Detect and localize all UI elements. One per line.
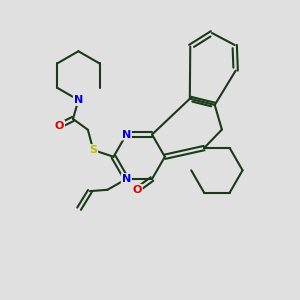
Text: S: S: [89, 145, 97, 155]
Text: O: O: [55, 121, 64, 131]
Text: N: N: [74, 95, 83, 105]
Text: N: N: [122, 174, 131, 184]
Text: O: O: [133, 185, 142, 195]
Text: N: N: [122, 130, 131, 140]
